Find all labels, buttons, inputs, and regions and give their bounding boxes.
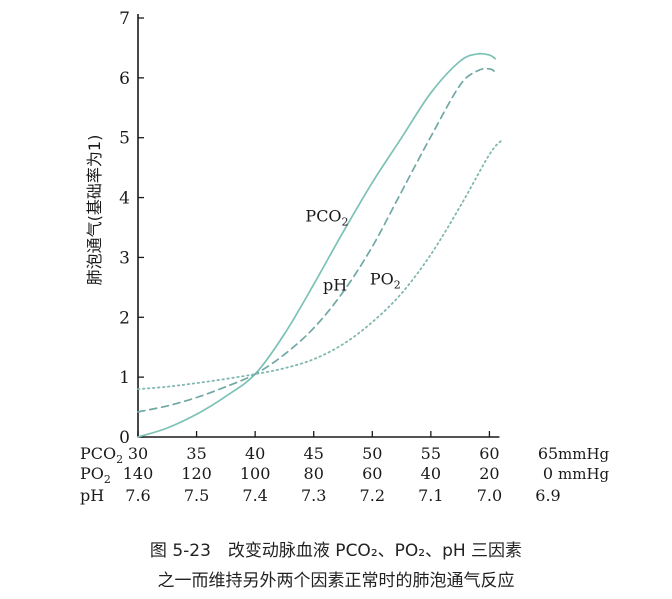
x-tick-label: 60: [362, 464, 382, 483]
x-tick-label: 0: [543, 464, 553, 483]
y-tick-label: 3: [119, 248, 130, 268]
x-tick-label: 35: [186, 444, 206, 463]
x-tick-label: 55: [421, 444, 441, 463]
x-tick-label: 7.5: [184, 486, 209, 505]
x-axis-row-label: PCO2: [80, 444, 123, 466]
x-tick-label: 7.0: [477, 486, 502, 505]
series-label-ph: pH: [323, 275, 347, 294]
series-line-ph: [137, 67, 497, 413]
x-tick-label: 60: [479, 444, 499, 463]
figure-caption-line-2: 之一而维持另外两个因素正常时的肺泡通气反应: [157, 571, 515, 591]
x-tick-label: 6.9: [535, 486, 560, 505]
x-tick-label: 7.4: [242, 486, 267, 505]
y-tick-label: 1: [119, 368, 130, 388]
series-label-pco2: PCO2: [305, 207, 348, 229]
x-tick-label: 7.2: [360, 486, 385, 505]
x-tick-label: 50: [362, 444, 382, 463]
x-tick-label: 30: [128, 444, 148, 463]
series-line-po2: [137, 139, 502, 391]
y-tick-label: 7: [119, 9, 130, 29]
x-tick-label: 20: [479, 464, 499, 483]
series-line-pco2: [137, 52, 497, 438]
y-tick-label: 6: [119, 69, 130, 89]
x-axis-unit: mmHg: [558, 445, 610, 463]
x-tick-label: 80: [304, 464, 324, 483]
x-tick-label: 7.1: [418, 486, 443, 505]
x-tick-label: 7.3: [301, 486, 326, 505]
y-axis-label: 肺泡通气(基础率为1): [85, 135, 104, 286]
x-tick-label: 120: [181, 464, 212, 483]
x-tick-label: 65: [538, 444, 558, 463]
y-tick-label: 2: [119, 308, 130, 328]
y-tick-label: 5: [119, 129, 130, 149]
x-axis-unit: mmHg: [558, 465, 610, 483]
series-label-po2: PO2: [370, 269, 401, 291]
x-tick-label: 40: [421, 464, 441, 483]
x-tick-label: 140: [123, 464, 154, 483]
y-tick-label: 0: [119, 428, 130, 448]
x-tick-label: 40: [245, 444, 265, 463]
x-axis-row-label: PO2: [80, 464, 111, 486]
x-tick-label: 7.6: [125, 486, 150, 505]
y-tick-label: 4: [119, 189, 130, 209]
x-tick-label: 100: [240, 464, 271, 483]
x-tick-label: 45: [304, 444, 324, 463]
figure-caption-line-1: 图 5-23 改变动脉血液 PCO₂、PO₂、pH 三因素: [149, 541, 523, 561]
x-axis-row-label: pH: [80, 486, 104, 505]
